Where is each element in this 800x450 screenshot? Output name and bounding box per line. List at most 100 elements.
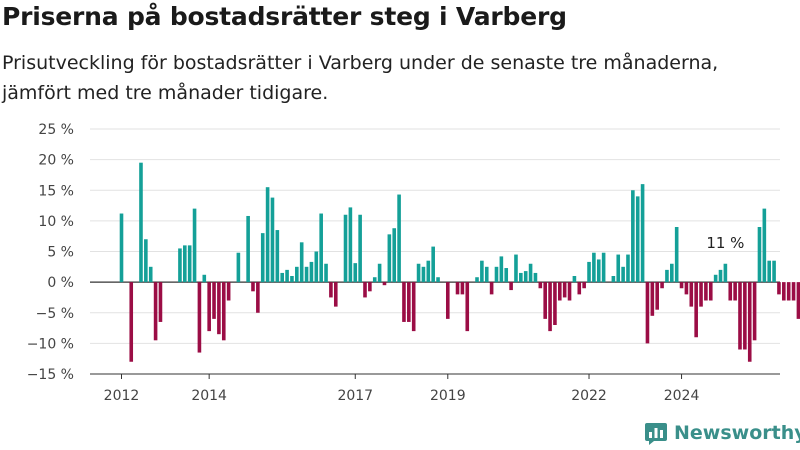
bar: [713, 274, 718, 283]
bar: [280, 272, 285, 283]
bar: [285, 269, 289, 283]
bar: [246, 215, 250, 283]
bar: [728, 282, 733, 301]
bar: [523, 271, 528, 283]
bar: [704, 282, 708, 301]
bar: [397, 194, 401, 283]
bar: [343, 214, 348, 283]
y-tick-label: −10 %: [27, 336, 74, 352]
x-tick-label: 2012: [104, 388, 140, 404]
bar: [752, 282, 757, 341]
bar: [743, 282, 747, 350]
bar: [407, 282, 411, 322]
bar: [670, 263, 674, 283]
bar: [382, 282, 387, 286]
bar: [290, 276, 294, 283]
bar: [299, 242, 304, 283]
bar: [635, 196, 640, 283]
bar: [416, 263, 421, 283]
bar: [640, 184, 645, 283]
bar: [304, 266, 309, 283]
bar: [148, 266, 153, 283]
bar: [183, 245, 187, 283]
bar: [655, 282, 659, 310]
bar: [723, 263, 728, 283]
bar: [295, 266, 299, 283]
x-axis: 2012 2014 2017 2019 2022 2024: [90, 373, 780, 404]
bar: [426, 260, 431, 283]
bar: [475, 277, 479, 283]
bar: [738, 282, 742, 350]
bar: [592, 252, 596, 283]
chart-subtitle: Prisutveckling för bostadsrätter i Varbe…: [2, 52, 719, 104]
bar: [436, 277, 440, 283]
bar: [129, 282, 134, 362]
bar: [480, 260, 484, 283]
bar: [767, 260, 772, 283]
bar: [650, 282, 655, 316]
bar: [455, 282, 460, 295]
bar: [314, 251, 319, 283]
newsworthy-logo-icon: [645, 423, 667, 445]
bar: [665, 269, 669, 283]
bar: [368, 282, 372, 292]
bar: [631, 190, 635, 283]
y-tick-label: 5 %: [47, 245, 74, 261]
bar: [465, 282, 470, 332]
bar: [207, 282, 211, 332]
bar: [528, 263, 533, 283]
bar: [256, 282, 260, 313]
annotations: 11 %: [706, 234, 744, 252]
x-tick-label: 2022: [571, 388, 607, 404]
bar: [270, 197, 275, 283]
bar: [197, 282, 202, 353]
bar: [489, 282, 494, 295]
bar: [582, 282, 586, 289]
y-axis-labels: 25 % 20 % 15 % 10 % 5 % 0 % −5 % −10 % −15 %: [27, 122, 74, 383]
bar: [421, 266, 426, 283]
bar: [251, 282, 255, 292]
bar: [777, 282, 781, 295]
bar: [674, 227, 679, 283]
bar: [791, 282, 796, 301]
bar: [796, 282, 800, 319]
bar: [772, 260, 776, 283]
bar: [689, 282, 694, 307]
bar: [324, 263, 328, 283]
bar: [158, 282, 163, 322]
bar: [212, 282, 216, 319]
bar: [645, 282, 650, 344]
bar: [733, 282, 737, 301]
bar: [543, 282, 547, 319]
bar: [621, 266, 625, 283]
bar: [265, 187, 270, 283]
y-tick-label: 20 %: [38, 153, 74, 169]
gridlines: [90, 128, 780, 375]
bar: [119, 213, 124, 283]
bar: [392, 228, 397, 283]
bar: [718, 269, 723, 283]
bar: [431, 246, 435, 283]
bar: [402, 282, 406, 322]
bar: [596, 259, 601, 283]
bar: [460, 282, 465, 295]
y-tick-label: −5 %: [36, 306, 74, 322]
bar: [363, 282, 367, 298]
bar: [153, 282, 158, 341]
y-tick-label: 0 %: [47, 275, 74, 291]
bar: [567, 282, 572, 301]
chart-title: Priserna på bostadsrätter steg i Varberg: [2, 2, 567, 31]
bar: [626, 254, 630, 283]
bar: [192, 208, 197, 283]
bar: [694, 282, 698, 338]
bar: [348, 207, 353, 283]
y-tick-label: 10 %: [38, 214, 74, 230]
bar: [226, 282, 231, 301]
bar: [202, 274, 207, 283]
bar: [533, 272, 538, 283]
bar: [786, 282, 791, 301]
bar: [699, 282, 703, 307]
bar: [275, 230, 280, 283]
bar: [572, 276, 577, 283]
bar: [353, 263, 358, 283]
